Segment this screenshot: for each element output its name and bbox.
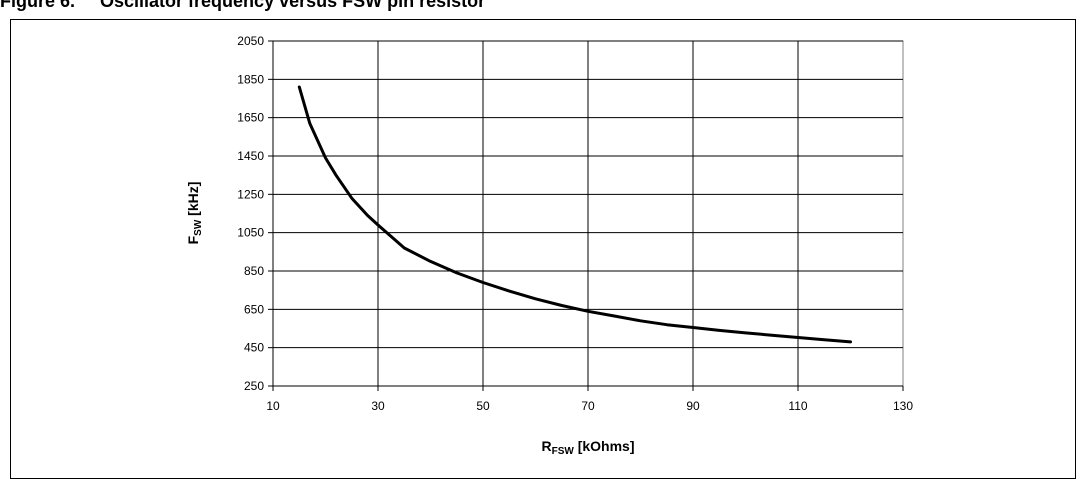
x-axis-title-subscript: FSW [552,446,575,457]
line-chart: 250 450 650 850 1050 1250 1450 1650 1850 2050 10 3… [185,34,913,457]
y-tick-label: 1650 [237,111,264,125]
y-tick-label: 850 [244,264,264,278]
chart-frame: 250 450 650 850 1050 1250 1450 1650 1850 2050 10 3… [10,19,1076,479]
y-tick-label: 1850 [237,72,264,86]
x-axis-title-unit: [kOhms] [574,438,635,454]
y-tick-label: 450 [244,341,264,355]
y-axis-title: FSW [kHz] [185,182,204,245]
figure-caption: Figure 6. Oscillator frequency versus FS… [0,0,486,11]
x-tick-label: 90 [686,399,700,413]
series-line [297,85,852,344]
x-tick-label: 30 [371,399,385,413]
x-axis-title-main: R [541,438,551,454]
y-axis-title-unit: [kHz] [185,182,201,220]
x-tick-label: 130 [893,399,913,413]
x-tick-label: 110 [788,399,807,413]
y-tick-label: 650 [244,302,264,316]
y-axis-title-main: F [185,235,201,244]
y-tick-label: 1250 [237,187,264,201]
x-tick-label: 70 [581,399,595,413]
y-tick-label: 2050 [237,34,264,48]
y-tick-label: 1050 [237,226,264,240]
y-tick-label: 250 [244,379,264,393]
x-tick-label: 10 [266,399,280,413]
y-tick-label: 1450 [237,149,264,163]
y-axis-title-subscript: SW [193,219,204,236]
x-axis-title: RFSW [kOhms] [541,438,634,457]
x-tick-label: 50 [476,399,490,413]
